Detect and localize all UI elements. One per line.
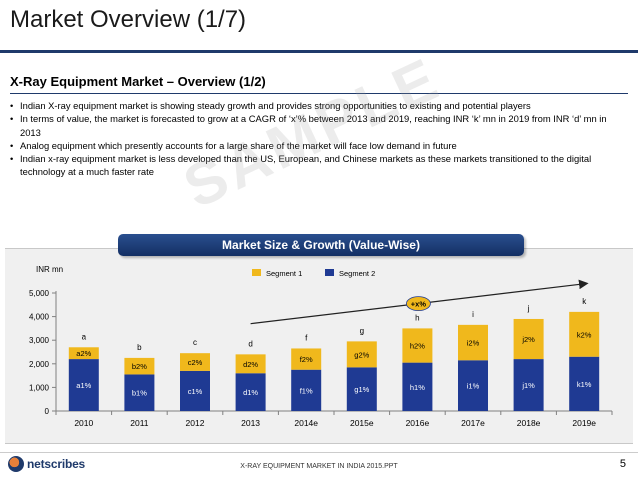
bar-segment-2 [569, 356, 600, 411]
bar-segment-1 [458, 324, 488, 361]
data-label-segment-1: a2% [76, 349, 91, 358]
data-label-segment-1: g2% [354, 350, 369, 359]
data-label-segment-2: i1% [467, 382, 480, 391]
data-label-segment-2: f1% [300, 386, 313, 395]
bar-segment-1 [68, 347, 99, 360]
x-tick-label: 2016e [406, 418, 430, 428]
bar-segment-2 [402, 362, 433, 411]
y-tick-label: 1,000 [29, 383, 50, 392]
page-number: 5 [619, 458, 626, 470]
data-label-total: c [193, 338, 197, 347]
footer-document-name: X-RAY EQUIPMENT MARKET IN INDIA 2015.PPT [240, 463, 398, 470]
chart-title-banner: Market Size & Growth (Value-Wise) [118, 234, 524, 256]
data-label-total: a [82, 332, 87, 341]
y-tick-label: 3,000 [29, 336, 50, 345]
bullet-item: In terms of value, the market is forecas… [10, 112, 620, 139]
data-label-segment-2: b1% [132, 389, 147, 398]
y-axis-label: INR mn [36, 265, 63, 274]
data-label-total: i [472, 310, 474, 319]
bar-segment-1 [569, 311, 600, 357]
data-label-segment-2: h1% [410, 383, 425, 392]
cagr-label: +x% [411, 300, 427, 309]
data-label-segment-2: c1% [188, 387, 203, 396]
x-tick-label: 2019e [572, 418, 596, 428]
data-label-total: h [415, 313, 419, 322]
y-tick-label: 5,000 [29, 289, 50, 298]
footer-divider [0, 452, 638, 453]
data-label-segment-1: c2% [188, 358, 203, 367]
legend-label-segment-1: Segment 1 [266, 269, 302, 278]
x-tick-label: 2010 [74, 418, 93, 428]
x-tick-label: 2014e [294, 418, 318, 428]
bullet-list: Indian X-ray equipment market is showing… [10, 99, 620, 179]
data-label-segment-1: b2% [132, 362, 147, 371]
x-tick-label: 2017e [461, 418, 485, 428]
data-label-segment-2: g1% [354, 385, 369, 394]
data-label-segment-2: j1% [521, 381, 535, 390]
bar-segment-1 [346, 341, 377, 368]
bar-segment-1 [124, 357, 155, 375]
data-label-total: f [305, 333, 308, 342]
bullet-item: Indian x-ray equipment market is less de… [10, 152, 620, 179]
data-label-total: b [137, 343, 142, 352]
bar-segment-2 [458, 360, 488, 411]
bar-segment-2 [124, 374, 155, 411]
data-label-segment-1: d2% [243, 360, 258, 369]
logo-text: netscribes [27, 457, 86, 471]
data-label-segment-1: i2% [467, 339, 480, 348]
data-label-total: k [582, 297, 587, 306]
data-label-segment-1: f2% [300, 355, 313, 364]
bar-segment-1 [180, 353, 210, 371]
bar-segment-2 [68, 359, 99, 411]
y-tick-label: 4,000 [29, 313, 50, 322]
data-label-segment-2: d1% [243, 388, 258, 397]
y-tick-label: 2,000 [29, 360, 50, 369]
x-tick-label: 2012 [186, 418, 205, 428]
bar-segment-1 [402, 328, 433, 363]
heading-divider [10, 93, 628, 94]
data-label-segment-1: h2% [410, 342, 425, 351]
logo-icon [8, 456, 24, 472]
legend-label-segment-2: Segment 2 [339, 269, 375, 278]
data-label-segment-2: k1% [577, 380, 592, 389]
data-label-total: g [360, 326, 364, 335]
data-label-segment-1: k2% [577, 330, 592, 339]
bar-segment-2 [235, 373, 266, 411]
data-label-total: d [248, 339, 252, 348]
data-label-total: j [527, 304, 530, 313]
section-heading: X-Ray Equipment Market – Overview (1/2) [10, 74, 266, 89]
data-label-segment-2: a1% [76, 381, 91, 390]
x-tick-label: 2013 [241, 418, 260, 428]
bar-segment-2 [180, 370, 210, 411]
bullet-item: Analog equipment which presently account… [10, 139, 620, 153]
slide-title: Market Overview (1/7) [10, 6, 247, 33]
bar-segment-2 [513, 359, 544, 411]
x-tick-label: 2018e [517, 418, 541, 428]
title-divider [0, 50, 638, 53]
legend-swatch-segment-2 [325, 269, 334, 276]
bar-segment-1 [235, 354, 266, 374]
company-logo: netscribes [8, 456, 85, 472]
x-tick-label: 2011 [130, 418, 149, 428]
x-tick-label: 2015e [350, 418, 374, 428]
bar-segment-1 [513, 318, 544, 360]
y-tick-label: 0 [45, 407, 50, 416]
bar-segment-2 [291, 369, 322, 411]
bar-segment-2 [346, 367, 377, 411]
legend-swatch-segment-1 [252, 269, 261, 276]
bar-segment-1 [291, 348, 322, 370]
data-label-segment-1: j2% [521, 335, 535, 344]
cagr-badge [405, 296, 431, 312]
bullet-item: Indian X-ray equipment market is showing… [10, 99, 620, 113]
